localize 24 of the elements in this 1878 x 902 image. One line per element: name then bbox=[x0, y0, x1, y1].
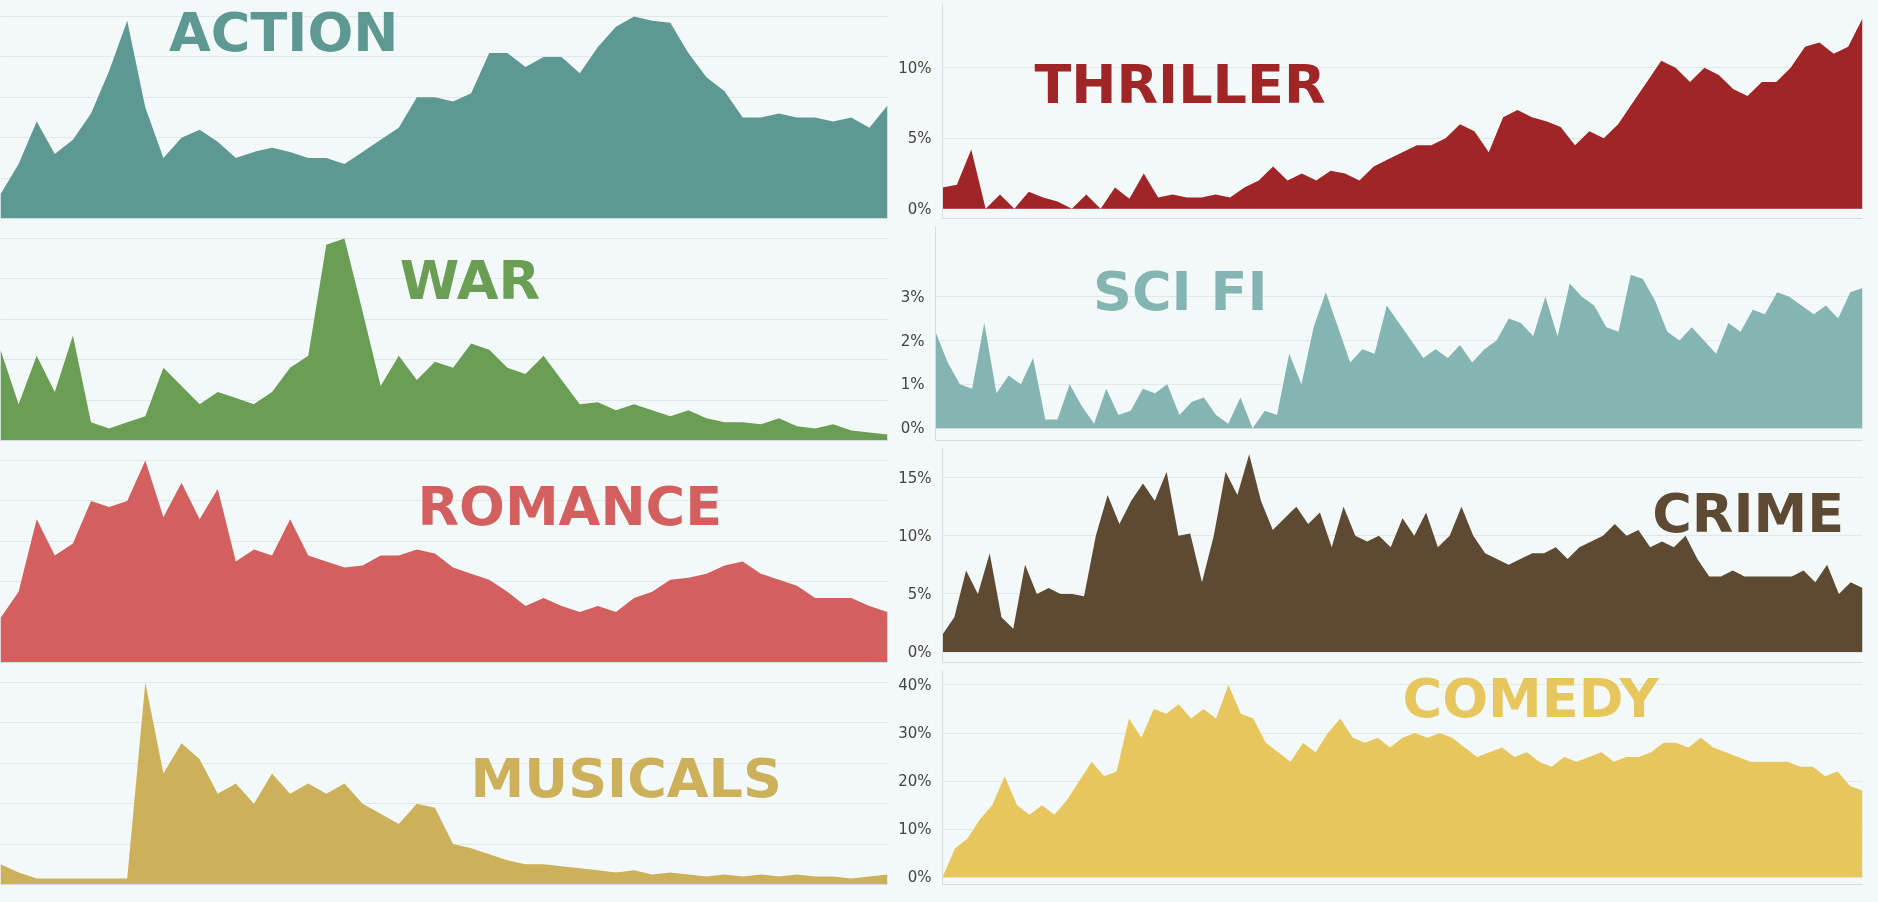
y-tick-label: 40% bbox=[898, 675, 932, 694]
y-tick-label: 10% bbox=[898, 58, 932, 77]
y-tick-label: 3% bbox=[900, 287, 925, 306]
y-tick-label: 5% bbox=[907, 129, 932, 148]
y-tick-label: 30% bbox=[898, 724, 932, 743]
y-tick-label: 0% bbox=[900, 419, 925, 438]
y-tick-label: 10% bbox=[898, 820, 932, 839]
chart-title: ACTION bbox=[169, 1, 399, 65]
y-tick-label: 5% bbox=[907, 584, 932, 603]
text: CRIME bbox=[1652, 481, 1845, 545]
y-tick-label: 10% bbox=[898, 526, 932, 545]
y-tick-label: 0% bbox=[907, 643, 932, 662]
chart-title: COMEDY bbox=[1402, 667, 1660, 731]
y-tick-label: 2% bbox=[900, 331, 925, 350]
chart-title: ROMANCE bbox=[417, 475, 723, 539]
y-tick-label: 1% bbox=[900, 375, 925, 394]
y-tick-label: 0% bbox=[907, 868, 932, 887]
y-tick-label: 15% bbox=[898, 468, 932, 487]
text: THRILLER bbox=[1034, 52, 1326, 116]
text: SCI FI bbox=[1093, 259, 1268, 323]
text: MUSICALS bbox=[470, 746, 782, 810]
y-tick-label: 0% bbox=[907, 199, 932, 218]
y-tick-label: 20% bbox=[898, 772, 932, 791]
chart-title: WAR bbox=[399, 249, 541, 313]
